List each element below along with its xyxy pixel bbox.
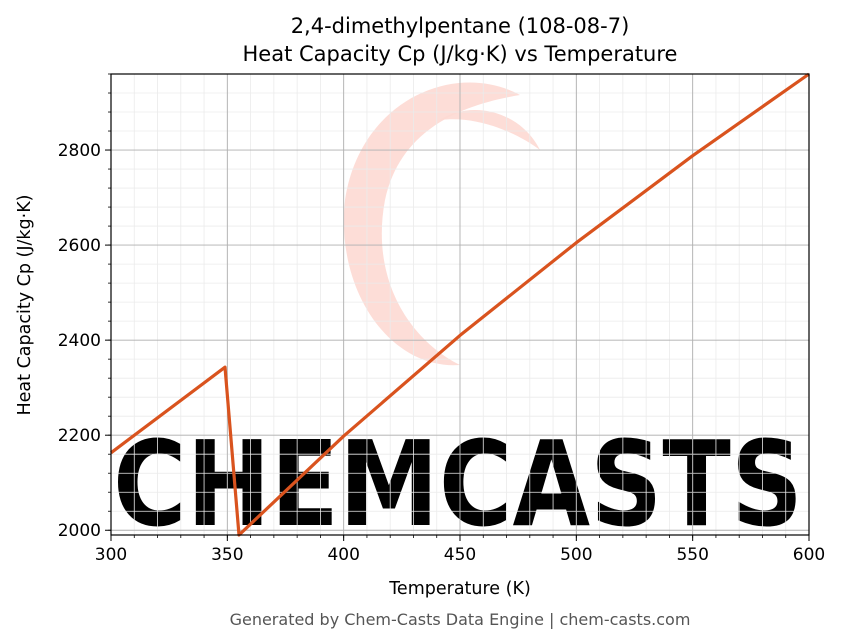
x-tick-label: 550	[676, 545, 708, 565]
y-tick-label: 2200	[58, 426, 101, 446]
series-layer	[110, 72, 810, 537]
watermark-text: CHEMCASTS	[113, 415, 803, 553]
chart-subtitle: Heat Capacity Cp (J/kg·K) vs Temperature	[243, 42, 678, 66]
x-tick-label: 400	[327, 545, 359, 565]
watermark-swirl-inner	[440, 110, 540, 150]
chart-title: 2,4-dimethylpentane (108-08-7)	[291, 14, 630, 38]
y-tick-label: 2800	[58, 141, 101, 161]
x-tick-label: 300	[95, 545, 127, 565]
watermark-swirl	[343, 82, 520, 366]
tick-labels: 300 350 400 450 500 550 600 2000 2200 2400 2600 280…	[58, 141, 825, 565]
axis-ticks	[105, 73, 810, 541]
x-tick-label: 600	[793, 545, 825, 565]
x-tick-label: 350	[211, 545, 243, 565]
y-tick-label: 2600	[58, 236, 101, 256]
y-axis-label: Heat Capacity Cp (J/kg·K)	[15, 195, 35, 416]
footer-credit: Generated by Chem-Casts Data Engine | ch…	[230, 610, 691, 629]
x-axis-label: Temperature (K)	[388, 579, 531, 599]
series-line-1	[110, 72, 810, 537]
major-grid	[110, 74, 810, 535]
watermark: CHEMCASTS	[113, 82, 803, 553]
y-tick-label: 2400	[58, 331, 101, 351]
x-tick-label: 500	[560, 545, 592, 565]
x-tick-label: 450	[444, 545, 476, 565]
y-tick-label: 2000	[58, 521, 101, 541]
